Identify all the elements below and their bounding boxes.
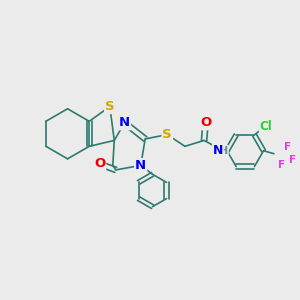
Text: S: S <box>162 128 172 141</box>
Text: O: O <box>200 116 211 129</box>
Text: O: O <box>94 158 105 170</box>
Text: H: H <box>219 146 228 156</box>
Text: S: S <box>105 100 115 113</box>
Text: F: F <box>278 160 285 170</box>
Text: F: F <box>284 142 291 152</box>
Text: N: N <box>213 144 223 157</box>
Text: N: N <box>119 116 130 129</box>
Text: Cl: Cl <box>260 120 273 133</box>
Text: F: F <box>290 154 296 165</box>
Text: N: N <box>135 159 146 172</box>
